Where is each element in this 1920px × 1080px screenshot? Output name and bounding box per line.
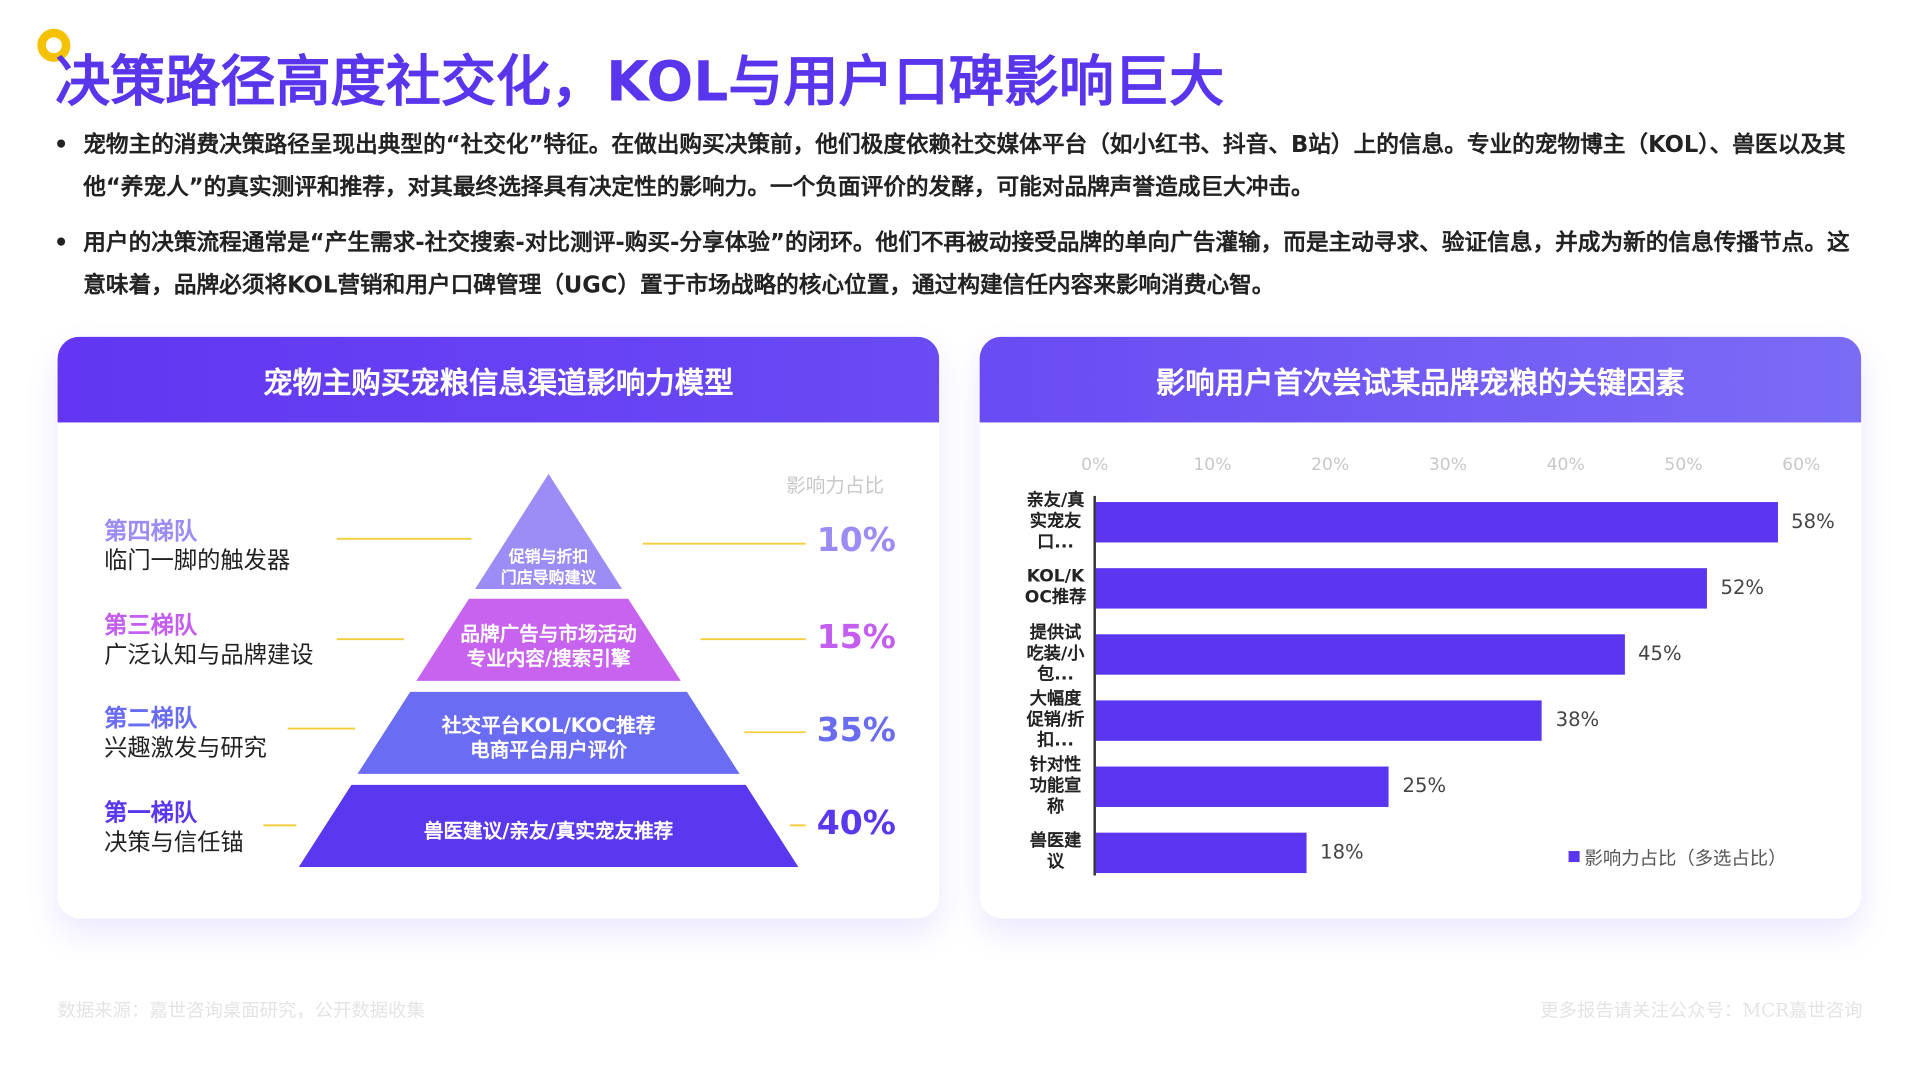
card-header: 宠物主购买宠粮信息渠道影响力模型	[57, 336, 940, 423]
y-tick-label: 提供试吃装/小包...	[1026, 622, 1085, 684]
tier-channel: 社交平台KOL/KOC推荐	[441, 713, 656, 738]
tier-name: 第三梯队	[104, 612, 198, 640]
value-label: 25%	[1402, 773, 1447, 798]
bar	[1095, 765, 1390, 807]
legend-swatch	[1568, 851, 1580, 863]
y-tick-label: 亲友/真实宠友口...	[1026, 490, 1085, 552]
tier-name: 第二梯队	[104, 705, 198, 733]
x-tick-label: 50%	[1664, 455, 1703, 476]
bullet: • 宠物主的消费决策路径呈现出典型的“社交化”特征。在做出购买决策前，他们极度依赖…	[54, 124, 1866, 210]
tier-desc: 兴趣激发与研究	[104, 734, 267, 762]
pyramid-tier	[416, 598, 681, 681]
bullet-dot: •	[53, 132, 69, 158]
pyramid-card: 宠物主购买宠粮信息渠道影响力模型 影响力占比第四梯队 临门一脚的触发器 10% 促销与…	[57, 336, 940, 919]
tier-desc: 临门一脚的触发器	[104, 547, 291, 575]
value-label: 18%	[1320, 840, 1364, 864]
tier-channel: 电商平台用户评价	[470, 738, 627, 762]
y-axis	[1093, 495, 1096, 876]
bullet-text: 用户的决策流程通常是“产生需求-社交搜索-对比测评-购买-分享体验”的闭环。他们…	[83, 230, 1850, 299]
tier-channel: 品牌广告与市场活动	[460, 622, 637, 646]
value-label: 45%	[1638, 641, 1682, 665]
bullet: • 用户的决策流程通常是“产生需求-社交搜索-对比测评-购买-分享体验”的闭环。他…	[54, 222, 1866, 308]
share-header: 影响力占比	[786, 473, 885, 498]
footer-source: 数据来源：嘉世咨询桌面研究，公开数据收集	[57, 999, 425, 1022]
pyramid-tier	[475, 473, 623, 589]
tier-channel: 门店导购建议	[500, 568, 597, 588]
legend-label: 影响力占比（多选占比）	[1584, 847, 1787, 870]
title: 决策路径高度社交化，KOL与用户口碑影响巨大	[55, 48, 1225, 114]
y-tick-label: 针对性功能宣称	[1029, 754, 1082, 817]
value-label: 58%	[1791, 509, 1835, 533]
value-label: 52%	[1720, 575, 1765, 599]
card-header: 影响用户首次尝试某品牌宠粮的关键因素	[979, 336, 1862, 423]
bullet-dot: •	[53, 230, 69, 256]
pyramid-tier	[357, 691, 740, 774]
chart-card: 影响用户首次尝试某品牌宠粮的关键因素 0% 10% 20% 30% 40% 50% 60% 亲…	[979, 336, 1862, 919]
x-tick-label: 10%	[1193, 455, 1232, 476]
x-tick-label: 40%	[1546, 455, 1585, 476]
x-tick-label: 20%	[1311, 455, 1350, 476]
bullet-text: 宠物主的消费决策路径呈现出典型的“社交化”特征。在做出购买决策前，他们极度依赖社…	[83, 132, 1846, 201]
bar	[1095, 832, 1307, 873]
tier-channel: 专业内容/搜索引擎	[466, 646, 631, 670]
value-label: 38%	[1555, 707, 1600, 732]
pyramid-shapes	[263, 473, 806, 867]
tier-name: 第四梯队	[104, 517, 198, 545]
tier-name: 第一梯队	[104, 799, 198, 827]
tier-share: 15%	[816, 618, 896, 657]
tier-channel: 促销与折扣	[508, 547, 589, 567]
bar	[1095, 633, 1625, 675]
logo-ring	[37, 28, 71, 62]
footer-note: 更多报告请关注公众号：MCR嘉世咨询	[1540, 999, 1863, 1022]
x-tick-label: 60%	[1782, 455, 1821, 476]
y-tick-label: 大幅度促销/折扣...	[1026, 688, 1085, 751]
bar	[1095, 567, 1708, 608]
x-tick-label: 30%	[1428, 455, 1468, 476]
tier-desc: 决策与信任锚	[104, 828, 244, 856]
tier-channel: 兽医建议/亲友/真实宠友推荐	[423, 819, 674, 843]
x-tick-label: 0%	[1081, 455, 1109, 476]
bar	[1095, 501, 1778, 542]
bar	[1095, 699, 1543, 741]
y-tick-label: KOL/KOC推荐	[1024, 566, 1087, 608]
y-tick-label: 兽医建议	[1029, 831, 1082, 872]
tier-share: 40%	[816, 804, 896, 843]
tier-share: 10%	[816, 521, 896, 560]
tier-share: 35%	[816, 711, 896, 750]
tier-desc: 广泛认知与品牌建设	[104, 641, 314, 669]
pyramid-tier	[298, 784, 799, 867]
